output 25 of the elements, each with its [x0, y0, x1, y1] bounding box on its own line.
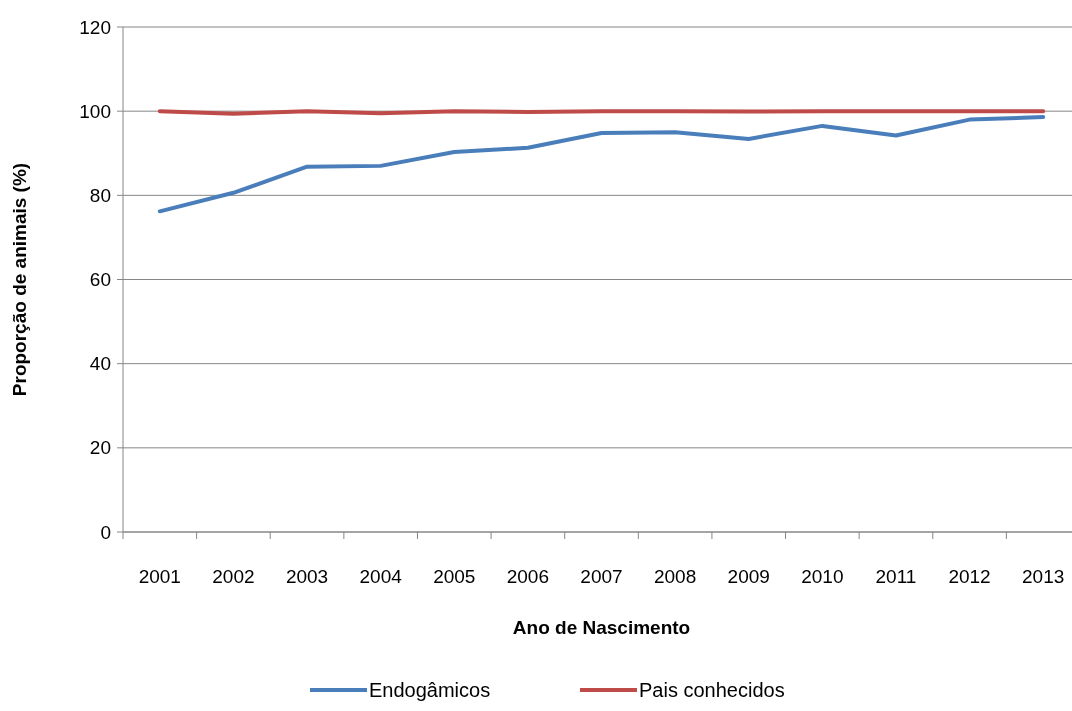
- line-series: [157, 115, 1046, 214]
- x-tick-label: 2010: [801, 566, 844, 587]
- x-tick-label: 2013: [1022, 566, 1065, 587]
- y-tick-label: 20: [89, 437, 111, 459]
- x-tick-label: 2008: [653, 566, 697, 587]
- x-tick-label: 2002: [212, 566, 255, 587]
- y-tick-label: 60: [89, 269, 111, 291]
- x-tick-label: 2007: [580, 566, 623, 587]
- y-tick-label: 120: [79, 16, 111, 38]
- x-tick-label: 2006: [506, 566, 550, 587]
- x-tick-label: 2001: [138, 566, 181, 587]
- y-axis-title: Proporção de animais (%): [9, 162, 30, 397]
- legend-label: Endogâmicos: [369, 679, 491, 701]
- x-tick-label: 2012: [948, 566, 991, 587]
- x-tick-label: 2004: [359, 566, 403, 587]
- y-tick-label: 80: [89, 184, 111, 206]
- legend-label: Pais conhecidos: [639, 679, 785, 701]
- x-tick-label: 2011: [875, 566, 917, 587]
- x-tick-label: 2003: [285, 566, 329, 587]
- x-axis-title: Ano de Nascimento: [512, 617, 691, 638]
- x-tick-label: 2009: [727, 566, 770, 587]
- y-tick-label: 100: [79, 100, 111, 122]
- y-tick-label: 0: [100, 521, 111, 543]
- x-tick-label: 2005: [433, 566, 476, 587]
- y-tick-label: 40: [89, 353, 111, 375]
